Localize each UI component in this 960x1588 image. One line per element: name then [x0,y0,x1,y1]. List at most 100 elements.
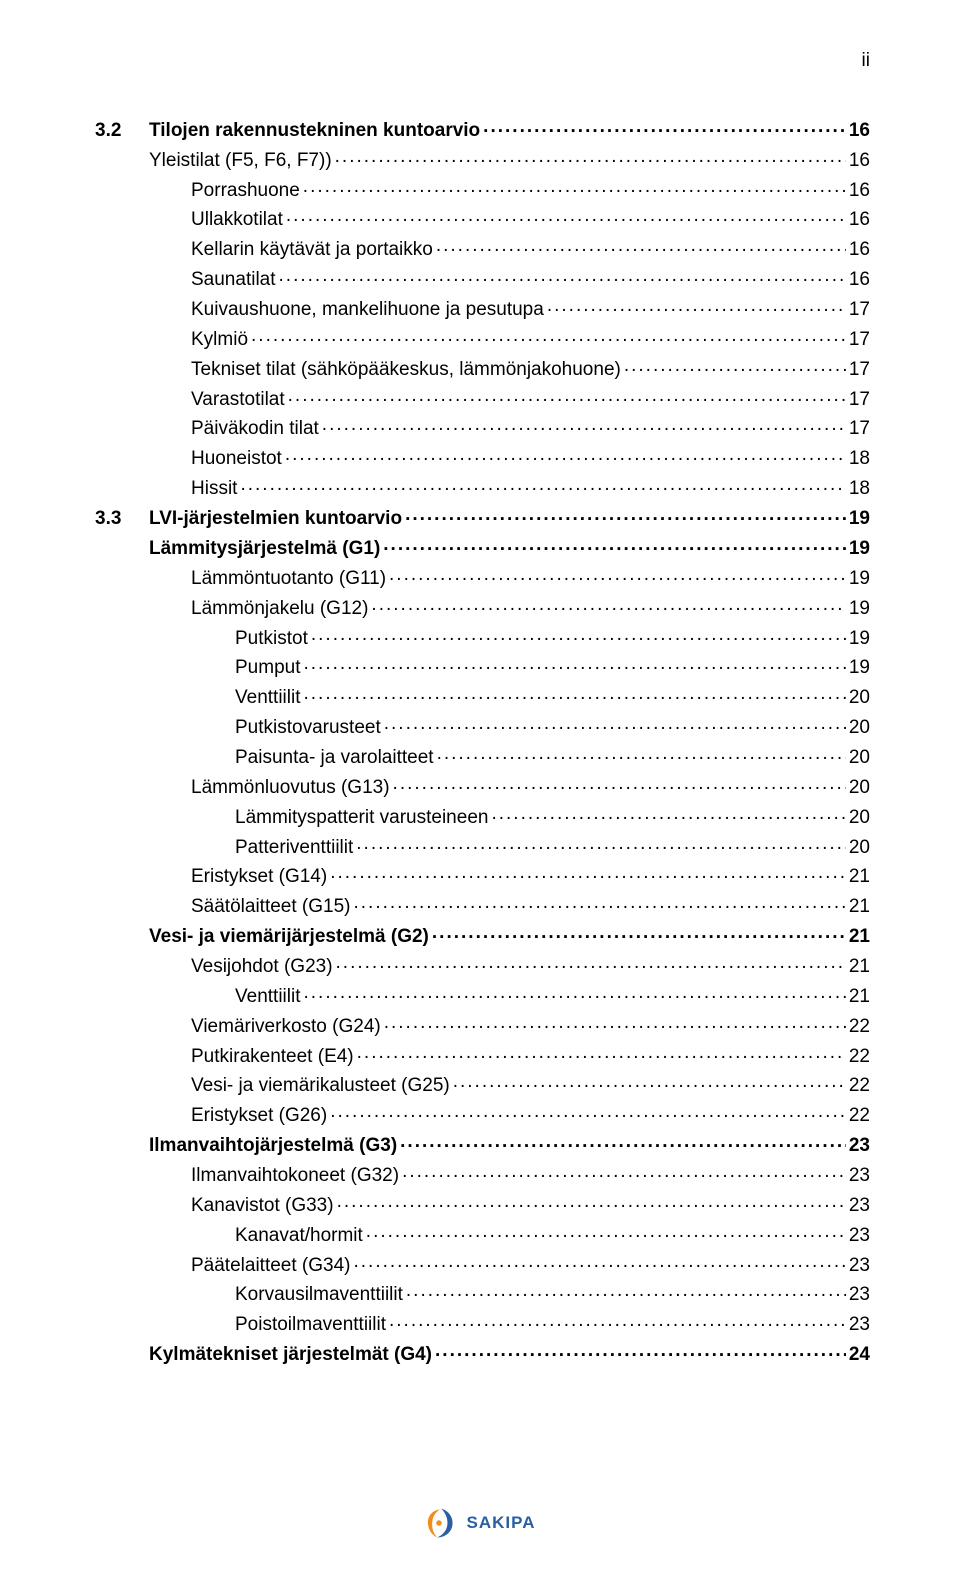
toc-title: Eristykset (G26) [191,1103,327,1130]
toc-page: 20 [849,685,870,712]
toc-title: Porrashuone [191,178,300,205]
toc-row: Venttiilit 20 [95,682,870,712]
toc-row: 3.3LVI-järjestelmien kuntoarvio 19 [95,503,870,533]
toc-row: Patteriventtiilit20 [95,832,870,862]
toc-section-number: 3.3 [95,506,149,533]
toc-title: Lämmönjakelu (G12) [191,596,368,623]
toc-title: Tilojen rakennustekninen kuntoarvio [149,118,480,145]
toc-title: Vesi- ja viemärikalusteet (G25) [191,1073,450,1100]
toc-row: Säätölaitteet (G15) 21 [95,891,870,921]
toc-page: 20 [849,775,870,802]
toc-leader [353,1250,845,1271]
toc-page: 17 [849,297,870,324]
toc-title: Kanavat/hormit [235,1223,363,1250]
toc-leader [389,563,846,584]
logo-text: SAKIPA [467,1513,536,1533]
toc-page: 18 [849,446,870,473]
toc-page: 20 [849,745,870,772]
toc-leader [384,1011,846,1032]
toc-row: Kylmätekniset järjestelmät (G4)24 [95,1339,870,1369]
toc-page: 16 [849,148,870,175]
toc-page: 21 [849,984,870,1011]
toc-title: Venttiilit [235,685,300,712]
toc-row: Putkirakenteet (E4)22 [95,1041,870,1071]
toc-leader [336,951,846,972]
toc-row: Eristykset (G26)22 [95,1100,870,1130]
toc-leader [432,921,846,942]
toc-leader [286,205,846,226]
toc-row: Lämmönluovutus (G13)20 [95,772,870,802]
toc-title: Korvausilmaventtiilit [235,1282,403,1309]
toc-title: Poistoilmaventtiilit [235,1312,386,1339]
footer-logo: SAKIPA [425,1506,536,1540]
table-of-contents: 3.2Tilojen rakennustekninen kuntoarvio16… [95,115,870,1369]
toc-page: 23 [849,1253,870,1280]
toc-title: Lämmityspatterit varusteineen [235,805,488,832]
toc-title: Päätelaitteet (G34) [191,1253,350,1280]
toc-leader [547,294,846,315]
toc-leader [491,802,845,823]
toc-row: Viemäriverkosto (G24) 22 [95,1011,870,1041]
toc-leader [393,772,846,793]
toc-leader [389,1309,846,1330]
toc-row: Yleistilat (F5, F6, F7))16 [95,145,870,175]
toc-page: 24 [849,1342,870,1369]
toc-row: Hissit18 [95,473,870,503]
toc-page: 17 [849,357,870,384]
toc-leader [303,682,845,703]
toc-leader [400,1130,846,1151]
toc-leader [366,1220,846,1241]
toc-page: 19 [849,506,870,533]
toc-page: 21 [849,954,870,981]
toc-row: Paisunta- ja varolaitteet20 [95,742,870,772]
toc-page: 19 [849,655,870,682]
toc-leader [483,115,846,136]
toc-title: Putkirakenteet (E4) [191,1044,354,1071]
toc-leader [251,324,846,345]
toc-leader [288,384,846,405]
toc-page: 17 [849,327,870,354]
toc-page: 22 [849,1014,870,1041]
toc-leader [437,742,846,763]
toc-title: Venttiilit [235,984,300,1011]
toc-leader [337,1190,846,1211]
toc-title: Ilmanvaihtojärjestelmä (G3) [149,1133,397,1160]
toc-page: 19 [849,626,870,653]
toc-row: Varastotilat 17 [95,384,870,414]
toc-row: Kylmiö17 [95,324,870,354]
toc-leader [406,1280,846,1301]
toc-page: 20 [849,715,870,742]
toc-row: Eristykset (G14) 21 [95,861,870,891]
toc-row: Lämmönjakelu (G12) 19 [95,593,870,623]
toc-page: 23 [849,1312,870,1339]
toc-title: Säätölaitteet (G15) [191,894,350,921]
toc-leader [371,593,845,614]
toc-page: 21 [849,894,870,921]
toc-row: Pumput19 [95,652,870,682]
toc-row: Kuivaushuone, mankelihuone ja pesutupa17 [95,294,870,324]
toc-page: 19 [849,536,870,563]
toc-title: Ilmanvaihtokoneet (G32) [191,1163,399,1190]
toc-page: 18 [849,476,870,503]
toc-row: Vesi- ja viemärikalusteet (G25) 22 [95,1071,870,1101]
toc-page: 19 [849,596,870,623]
toc-row: Venttiilit 21 [95,981,870,1011]
toc-title: Viemäriverkosto (G24) [191,1014,381,1041]
toc-title: Varastotilat [191,387,285,414]
toc-title: LVI-järjestelmien kuntoarvio [149,506,402,533]
toc-leader [303,652,845,673]
toc-leader [357,1041,846,1062]
toc-leader [624,354,846,375]
toc-row: Poistoilmaventtiilit 23 [95,1309,870,1339]
toc-page: 21 [849,864,870,891]
toc-title: Vesi- ja viemärijärjestelmä (G2) [149,924,429,951]
toc-title: Kanavistot (G33) [191,1193,334,1220]
toc-page: 17 [849,387,870,414]
toc-leader [405,503,846,524]
toc-title: Eristykset (G14) [191,864,327,891]
toc-page: 22 [849,1073,870,1100]
toc-row: 3.2Tilojen rakennustekninen kuntoarvio16 [95,115,870,145]
toc-title: Huoneistot [191,446,282,473]
toc-title: Lämmitysjärjestelmä (G1) [149,536,380,563]
toc-title: Patteriventtiilit [235,835,353,862]
